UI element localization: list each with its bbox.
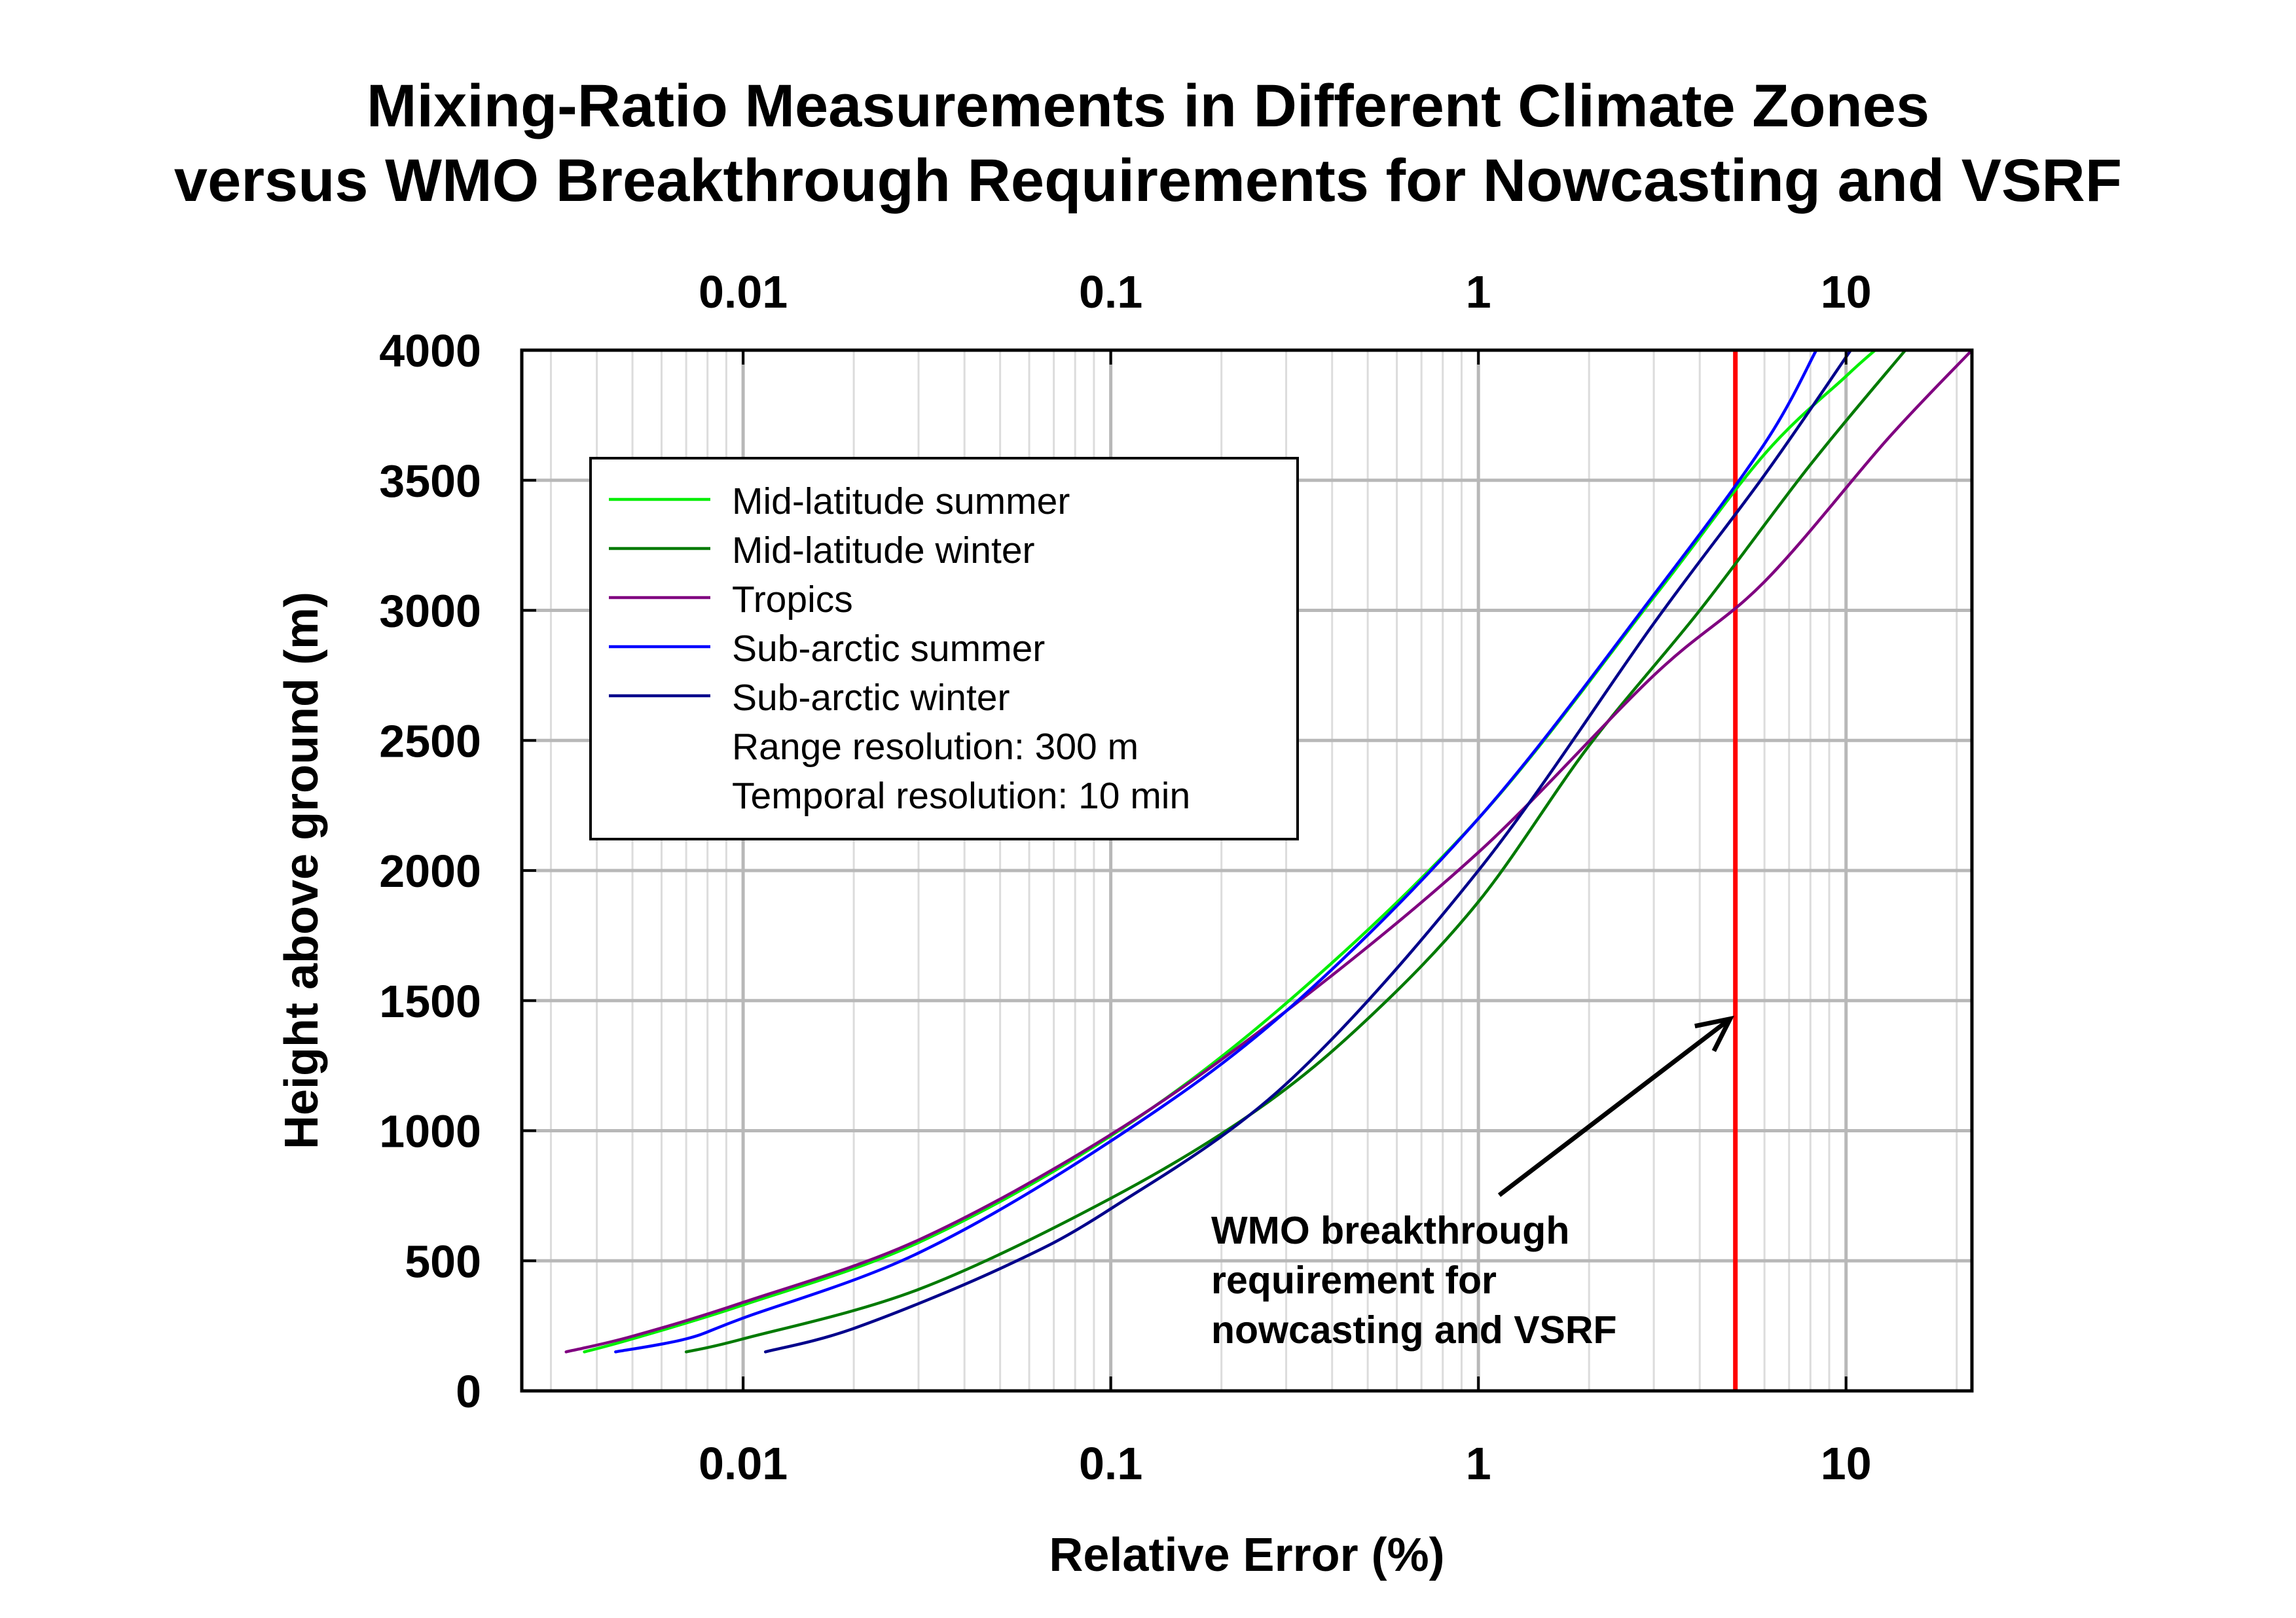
series-line-sub-arctic-summer <box>614 348 1818 1354</box>
legend-note: Temporal resolution: 10 min <box>732 775 1190 817</box>
y-tick-label: 3000 <box>379 586 481 637</box>
x-tick-label-top: 10 <box>1821 266 1872 317</box>
chart-title-line-1: Mixing-Ratio Measurements in Different C… <box>366 73 1930 139</box>
legend-label-sub-arctic-summer: Sub-arctic summer <box>732 628 1045 670</box>
series-line-sub-arctic-winter <box>763 348 1853 1354</box>
annotation-text-line: nowcasting and VSRF <box>1211 1308 1617 1352</box>
y-tick-label: 0 <box>456 1366 481 1417</box>
y-tick-label: 4000 <box>379 325 481 376</box>
y-tick-label: 2500 <box>379 715 481 766</box>
axis-ticks: 0.01 0.01 0.1 0.1 1 1 10 10 0 500 1000 1500 2000 2500… <box>379 266 1871 1489</box>
x-tick-label-bottom: 0.01 <box>699 1438 788 1489</box>
series-lines <box>564 348 1974 1354</box>
x-tick-label-bottom: 1 <box>1466 1438 1491 1489</box>
legend-note: Range resolution: 300 m <box>732 726 1139 768</box>
annotation-text-line: requirement for <box>1211 1259 1497 1302</box>
x-tick-label-top: 0.1 <box>1079 266 1142 317</box>
series-line-tropics <box>564 348 1974 1354</box>
chart-title: Mixing-Ratio Measurements in Different C… <box>0 69 2296 218</box>
annotation: WMO breakthrough requirement for nowcastin… <box>1211 1015 1735 1352</box>
x-tick-label-bottom: 10 <box>1821 1438 1872 1489</box>
x-tick-label-top: 0.01 <box>699 266 788 317</box>
series-line-mid-latitude-winter <box>684 348 1907 1354</box>
x-tick-label-top: 1 <box>1466 266 1491 317</box>
y-tick-label: 1500 <box>379 976 481 1027</box>
y-tick-label: 500 <box>405 1236 481 1287</box>
y-tick-label: 2000 <box>379 846 481 897</box>
legend-label-mid-latitude-winter: Mid-latitude winter <box>732 530 1035 571</box>
chart-title-line-2: versus WMO Breakthrough Requirements for… <box>173 147 2123 214</box>
legend-label-tropics: Tropics <box>732 579 853 620</box>
x-tick-label-bottom: 0.1 <box>1079 1438 1142 1489</box>
y-tick-label: 3500 <box>379 456 481 507</box>
annotation-arrow-head <box>1694 1015 1735 1052</box>
series-line-mid-latitude-summer <box>583 348 1877 1354</box>
legend-box <box>589 457 1299 840</box>
legend-label-mid-latitude-summer: Mid-latitude summer <box>732 480 1070 522</box>
legend: Mid-latitude summer Mid-latitude winter Tr… <box>589 457 1299 840</box>
legend-label-sub-arctic-winter: Sub-arctic winter <box>732 677 1010 719</box>
y-axis-title: Height above ground (m) <box>276 592 328 1149</box>
x-axis-title: Relative Error (%) <box>1049 1529 1444 1581</box>
y-tick-label: 1000 <box>379 1106 481 1157</box>
annotation-text-line: WMO breakthrough <box>1211 1209 1569 1252</box>
annotation-arrow-shaft <box>1497 1016 1732 1197</box>
